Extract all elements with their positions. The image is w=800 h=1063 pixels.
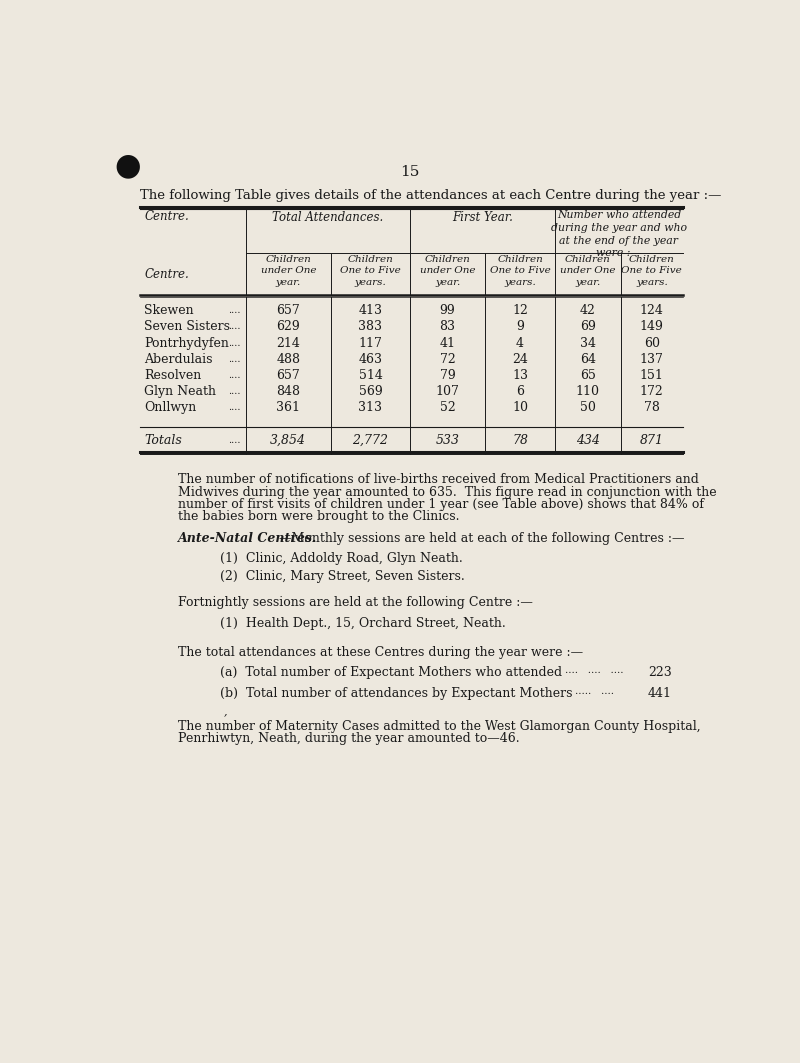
Text: Penrhiwtyn, Neath, during the year amounted to—46.: Penrhiwtyn, Neath, during the year amoun…	[178, 732, 519, 745]
Text: 42: 42	[580, 304, 596, 318]
Text: 569: 569	[358, 385, 382, 399]
Text: 34: 34	[580, 337, 596, 350]
Text: Children
under One
year.: Children under One year.	[261, 255, 316, 287]
Text: 13: 13	[512, 369, 528, 382]
Text: Centre.: Centre.	[144, 268, 189, 281]
Text: The number of notifications of live-births received from Medical Practitioners a: The number of notifications of live-birt…	[178, 473, 698, 486]
Text: ....: ....	[229, 387, 241, 396]
Text: 313: 313	[358, 402, 382, 415]
Text: 52: 52	[440, 402, 455, 415]
Text: The total attendances at these Centres during the year were :—: The total attendances at these Centres d…	[178, 645, 582, 659]
Text: 137: 137	[640, 353, 664, 366]
Text: 223: 223	[648, 665, 672, 679]
Text: Resolven: Resolven	[144, 369, 202, 382]
Text: 83: 83	[439, 320, 455, 334]
Text: Pontrhydyfen: Pontrhydyfen	[144, 337, 229, 350]
Text: the babies born were brought to the Clinics.: the babies born were brought to the Clin…	[178, 510, 459, 523]
Text: Fortnightly sessions are held at the following Centre :—: Fortnightly sessions are held at the fol…	[178, 596, 532, 609]
Text: ●: ●	[114, 151, 141, 182]
Text: 65: 65	[580, 369, 596, 382]
Text: Skewen: Skewen	[144, 304, 194, 318]
Text: (a)  Total number of Expectant Mothers who attended: (a) Total number of Expectant Mothers wh…	[220, 665, 562, 679]
Text: 383: 383	[358, 320, 382, 334]
Text: Children
under One
year.: Children under One year.	[560, 255, 616, 287]
Text: Centre.: Centre.	[144, 210, 189, 223]
Text: 69: 69	[580, 320, 596, 334]
Text: 441: 441	[648, 688, 672, 701]
Text: 151: 151	[640, 369, 664, 382]
Text: 463: 463	[358, 353, 382, 366]
Text: 6: 6	[516, 385, 524, 399]
Text: Children
One to Five
years.: Children One to Five years.	[490, 255, 550, 287]
Text: ....: ....	[229, 339, 241, 348]
Text: ....: ....	[229, 371, 241, 379]
Text: 107: 107	[436, 385, 459, 399]
Text: —Monthly sessions are held at each of the following Centres :—: —Monthly sessions are held at each of th…	[279, 532, 685, 545]
Text: 78: 78	[644, 402, 660, 415]
Text: 9: 9	[516, 320, 524, 334]
Text: Children
under One
year.: Children under One year.	[420, 255, 475, 287]
Text: Seven Sisters: Seven Sisters	[144, 320, 230, 334]
Text: 848: 848	[276, 385, 300, 399]
Text: 50: 50	[580, 402, 596, 415]
Text: number of first visits of children under 1 year (see Table above) shows that 84%: number of first visits of children under…	[178, 497, 703, 511]
Text: 99: 99	[440, 304, 455, 318]
Text: 117: 117	[358, 337, 382, 350]
Text: (2)  Clinic, Mary Street, Seven Sisters.: (2) Clinic, Mary Street, Seven Sisters.	[220, 571, 465, 584]
Text: 12: 12	[512, 304, 528, 318]
Text: 149: 149	[640, 320, 664, 334]
Text: Total Attendances.: Total Attendances.	[272, 212, 383, 224]
Text: The number of Maternity Cases admitted to the West Glamorgan County Hospital,: The number of Maternity Cases admitted t…	[178, 720, 700, 732]
Text: 361: 361	[276, 402, 300, 415]
Text: 2,772: 2,772	[353, 434, 389, 446]
Text: 413: 413	[358, 304, 382, 318]
Text: 24: 24	[512, 353, 528, 366]
Text: Aberdulais: Aberdulais	[144, 353, 213, 366]
Text: 41: 41	[439, 337, 455, 350]
Text: ....: ....	[229, 403, 241, 412]
Text: 514: 514	[358, 369, 382, 382]
Text: Midwives during the year amounted to 635.  This figure read in conjunction with : Midwives during the year amounted to 635…	[178, 486, 716, 499]
Text: 434: 434	[576, 434, 600, 446]
Text: ....   ....   ....: .... .... ....	[565, 665, 623, 675]
Text: Children
One to Five
years.: Children One to Five years.	[340, 255, 401, 287]
Text: 629: 629	[277, 320, 300, 334]
Text: 60: 60	[644, 337, 660, 350]
Text: 124: 124	[640, 304, 664, 318]
Text: 64: 64	[580, 353, 596, 366]
Text: (1)  Health Dept., 15, Orchard Street, Neath.: (1) Health Dept., 15, Orchard Street, Ne…	[220, 617, 506, 629]
Text: 72: 72	[440, 353, 455, 366]
Text: Ante-Natal Centres.: Ante-Natal Centres.	[178, 532, 317, 545]
Text: 214: 214	[276, 337, 300, 350]
Text: 79: 79	[440, 369, 455, 382]
Text: First Year.: First Year.	[452, 212, 513, 224]
Text: Totals: Totals	[144, 434, 182, 446]
Text: .....   ....: ..... ....	[575, 688, 614, 696]
Text: 4: 4	[516, 337, 524, 350]
Text: 871: 871	[640, 434, 664, 446]
Text: 78: 78	[512, 434, 528, 446]
Text: 110: 110	[576, 385, 600, 399]
Text: ....: ....	[229, 322, 241, 332]
Text: Glyn Neath: Glyn Neath	[144, 385, 216, 399]
Text: (b)  Total number of attendances by Expectant Mothers: (b) Total number of attendances by Expec…	[220, 688, 573, 701]
Text: 172: 172	[640, 385, 664, 399]
Text: 10: 10	[512, 402, 528, 415]
Text: Onllwyn: Onllwyn	[144, 402, 197, 415]
Text: 657: 657	[277, 369, 300, 382]
Text: ,: ,	[224, 706, 227, 715]
Text: 488: 488	[276, 353, 300, 366]
Text: ....: ....	[229, 436, 241, 444]
Text: ....: ....	[229, 355, 241, 364]
Text: The following Table gives details of the attendances at each Centre during the y: The following Table gives details of the…	[140, 189, 722, 202]
Text: Children
One to Five
years.: Children One to Five years.	[622, 255, 682, 287]
Text: (1)  Clinic, Addoldy Road, Glyn Neath.: (1) Clinic, Addoldy Road, Glyn Neath.	[220, 552, 463, 564]
Text: 657: 657	[277, 304, 300, 318]
Text: Number who attended
during the year and who
at the end of the year
were :—: Number who attended during the year and …	[551, 210, 687, 258]
Text: 3,854: 3,854	[270, 434, 306, 446]
Text: 533: 533	[435, 434, 459, 446]
Text: 15: 15	[400, 165, 420, 179]
Text: ....: ....	[229, 306, 241, 316]
